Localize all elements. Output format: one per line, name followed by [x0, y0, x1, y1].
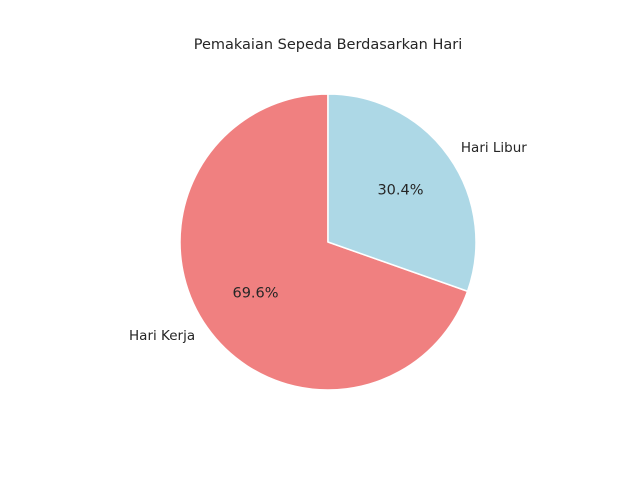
pie-slices — [179, 93, 477, 391]
slice-percent-hari-kerja: 69.6% — [232, 285, 278, 301]
pie-slice-hari-kerja — [179, 93, 469, 391]
pie-labels: Hari Kerja 69.6% Hari Libur 30.4% — [129, 140, 527, 344]
slice-percent-hari-libur: 30.4% — [377, 183, 423, 199]
slice-label-hari-kerja: Hari Kerja — [129, 328, 195, 344]
pie-slice-hari-libur — [327, 93, 477, 293]
chart-title: Pemakaian Sepeda Berdasarkan Hari — [194, 37, 463, 53]
slice-label-hari-libur: Hari Libur — [461, 140, 527, 156]
